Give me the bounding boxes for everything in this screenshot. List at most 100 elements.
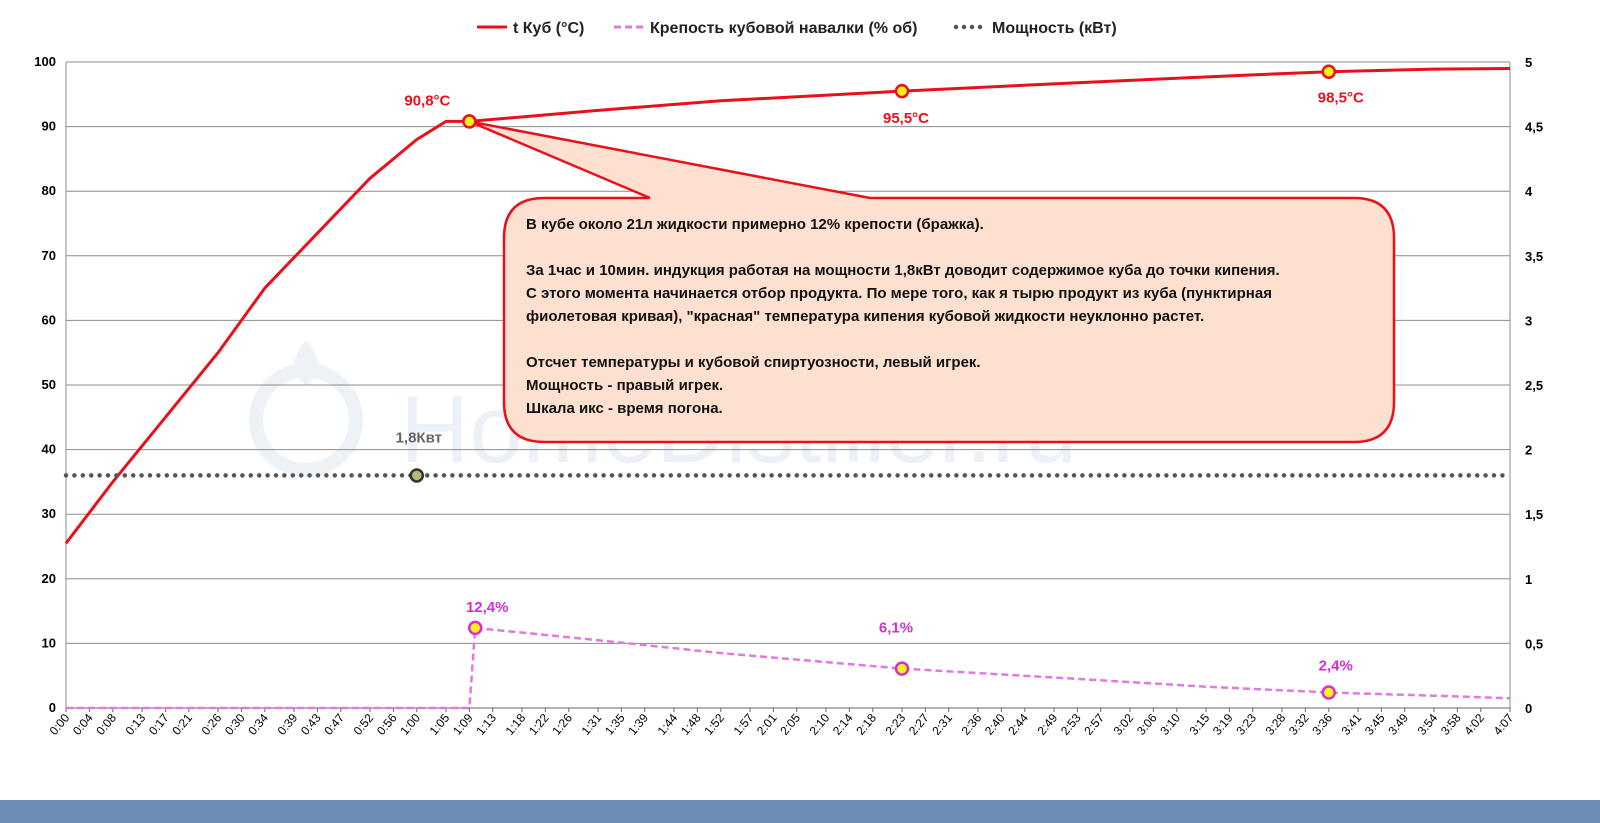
x-tick-label: 0:08 [93, 711, 119, 738]
x-tick-label: 0:13 [123, 711, 149, 738]
callout-line: За 1час и 10мин. индукция работая на мощ… [526, 262, 1280, 279]
x-tick-label: 0:26 [199, 711, 225, 738]
series-line-dashed [66, 626, 1511, 710]
data-point-marker [894, 661, 910, 676]
callout-line: В кубе около 21л жидкости примерно 12% к… [526, 216, 984, 233]
x-tick-label: 2:44 [1005, 711, 1031, 738]
x-tick-label: 2:23 [883, 711, 909, 738]
x-tick-label: 0:17 [146, 711, 172, 738]
x-tick-label: 2:05 [777, 711, 803, 738]
x-tick-label: 2:36 [959, 711, 985, 738]
x-tick-label: 1:05 [427, 711, 453, 738]
y-left-tick-label: 30 [42, 506, 56, 521]
distillation-chart: HomeDistiller.ru 01020304050607080901000… [34, 20, 1543, 738]
y-left-tick-label: 70 [42, 248, 56, 263]
y-right-tick-label: 3,5 [1525, 249, 1543, 264]
x-tick-label: 2:40 [982, 711, 1008, 738]
x-tick-label: 1:57 [731, 711, 757, 738]
data-label: 95,5°C [883, 110, 929, 127]
x-tick-label: 2:49 [1035, 711, 1061, 738]
x-tick-label: 3:23 [1233, 711, 1259, 738]
x-tick-label: 4:07 [1491, 711, 1517, 738]
y-left-tick-label: 20 [42, 571, 56, 586]
data-point-marker [1321, 64, 1337, 79]
x-tick-label: 0:56 [374, 711, 400, 738]
data-label: 6,1% [879, 620, 913, 637]
y-left-tick-label: 0 [49, 700, 56, 715]
y-right-tick-label: 4,5 [1525, 120, 1543, 135]
x-tick-label: 0:04 [70, 711, 96, 738]
y-left-tick-label: 90 [42, 119, 56, 134]
callout-bubble [468, 120, 1396, 444]
x-tick-label: 3:36 [1309, 711, 1335, 738]
x-tick-label: 3:19 [1210, 711, 1236, 738]
x-tick-label: 2:18 [853, 711, 879, 738]
x-tick-label: 1:13 [473, 711, 499, 738]
data-point-marker [1321, 685, 1337, 700]
x-tick-label: 1:39 [625, 711, 651, 738]
y-right-tick-label: 3 [1525, 313, 1532, 328]
y-right-tick-label: 2,5 [1525, 378, 1543, 393]
y-right-tick-label: 1 [1525, 572, 1532, 587]
x-tick-label: 2:27 [906, 711, 932, 738]
x-tick-label: 3:06 [1134, 711, 1160, 738]
data-labels: 90,8°C 95,5°C 98,5°C 12,4% 6,1% 2,4% 1,8Квт [396, 64, 1364, 700]
x-tick-label: 3:32 [1286, 711, 1312, 738]
x-tick-label: 3:54 [1415, 711, 1441, 738]
data-label: 2,4% [1319, 657, 1353, 674]
data-label: 12,4% [466, 599, 509, 616]
x-tick-label: 3:10 [1157, 711, 1183, 738]
x-tick-label: 3:49 [1385, 711, 1411, 738]
watermark-logo-icon [249, 340, 363, 477]
data-label: 90,8°C [404, 92, 450, 109]
y-left-tick-label: 100 [34, 54, 56, 69]
x-tick-label: 1:48 [678, 711, 704, 738]
data-point-marker [467, 620, 483, 636]
callout-line: фиолетовая кривая), "красная" температур… [526, 308, 1204, 325]
y-right-tick-label: 2 [1525, 443, 1532, 458]
y-right-tick-label: 0 [1525, 701, 1532, 716]
callout-line: Отсчет температуры и кубовой спиртуознос… [526, 354, 981, 371]
x-tick-label: 4:02 [1461, 711, 1487, 738]
x-tick-label: 3:58 [1438, 711, 1464, 738]
legend-entry: t Куб (°C) [513, 20, 584, 37]
x-tick-label: 0:39 [275, 711, 301, 738]
legend-entry: Крепость кубовой навалки (% об) [650, 20, 917, 37]
legend-entry: Мощность (кВт) [992, 20, 1117, 37]
x-tick-label: 1:31 [579, 711, 605, 738]
x-tick-label: 1:52 [701, 711, 727, 738]
legend: t Куб (°C) Крепость кубовой навалки (% об… [477, 20, 1117, 37]
x-tick-label: 3:15 [1187, 711, 1213, 738]
data-point-marker [409, 468, 425, 483]
x-tick-label: 3:41 [1339, 711, 1365, 738]
y-left-tick-label: 50 [42, 377, 56, 392]
x-tick-label: 3:28 [1263, 711, 1289, 738]
y-right-tick-label: 0,5 [1525, 636, 1543, 651]
data-point-marker [462, 114, 477, 129]
x-tick-label: 2:53 [1058, 711, 1084, 738]
y-left-tick-label: 10 [42, 635, 56, 650]
x-tick-label: 1:18 [503, 711, 529, 738]
callout-line: С этого момента начинается отбор продукт… [526, 285, 1272, 302]
x-tick-label: 1:22 [526, 711, 552, 738]
y-right-tick-label: 5 [1525, 55, 1532, 70]
x-tick-label: 0:21 [169, 711, 195, 738]
x-tick-label: 2:31 [929, 711, 955, 738]
y-left-tick-label: 40 [42, 442, 56, 457]
y-right-tick-label: 1,5 [1525, 507, 1543, 522]
x-tick-label: 0:34 [245, 711, 271, 738]
callout-line: Шкала икс - время погона. [526, 400, 723, 417]
y-left-tick-label: 60 [42, 312, 56, 327]
x-tick-label: 3:45 [1362, 711, 1388, 738]
callout: В кубе около 21л жидкости примерно 12% к… [468, 120, 1396, 444]
x-tick-label: 1:00 [397, 711, 423, 738]
x-tick-label: 3:02 [1111, 711, 1137, 738]
series-line-solid [64, 67, 1511, 545]
x-tick-label: 1:26 [549, 711, 575, 738]
series-layer [63, 67, 1513, 710]
data-point-marker [894, 83, 910, 99]
x-tick-label: 2:10 [807, 711, 833, 738]
x-tick-label: 1:09 [450, 711, 476, 738]
x-tick-label: 1:35 [602, 711, 628, 738]
window-bottom-strip [0, 800, 1600, 823]
